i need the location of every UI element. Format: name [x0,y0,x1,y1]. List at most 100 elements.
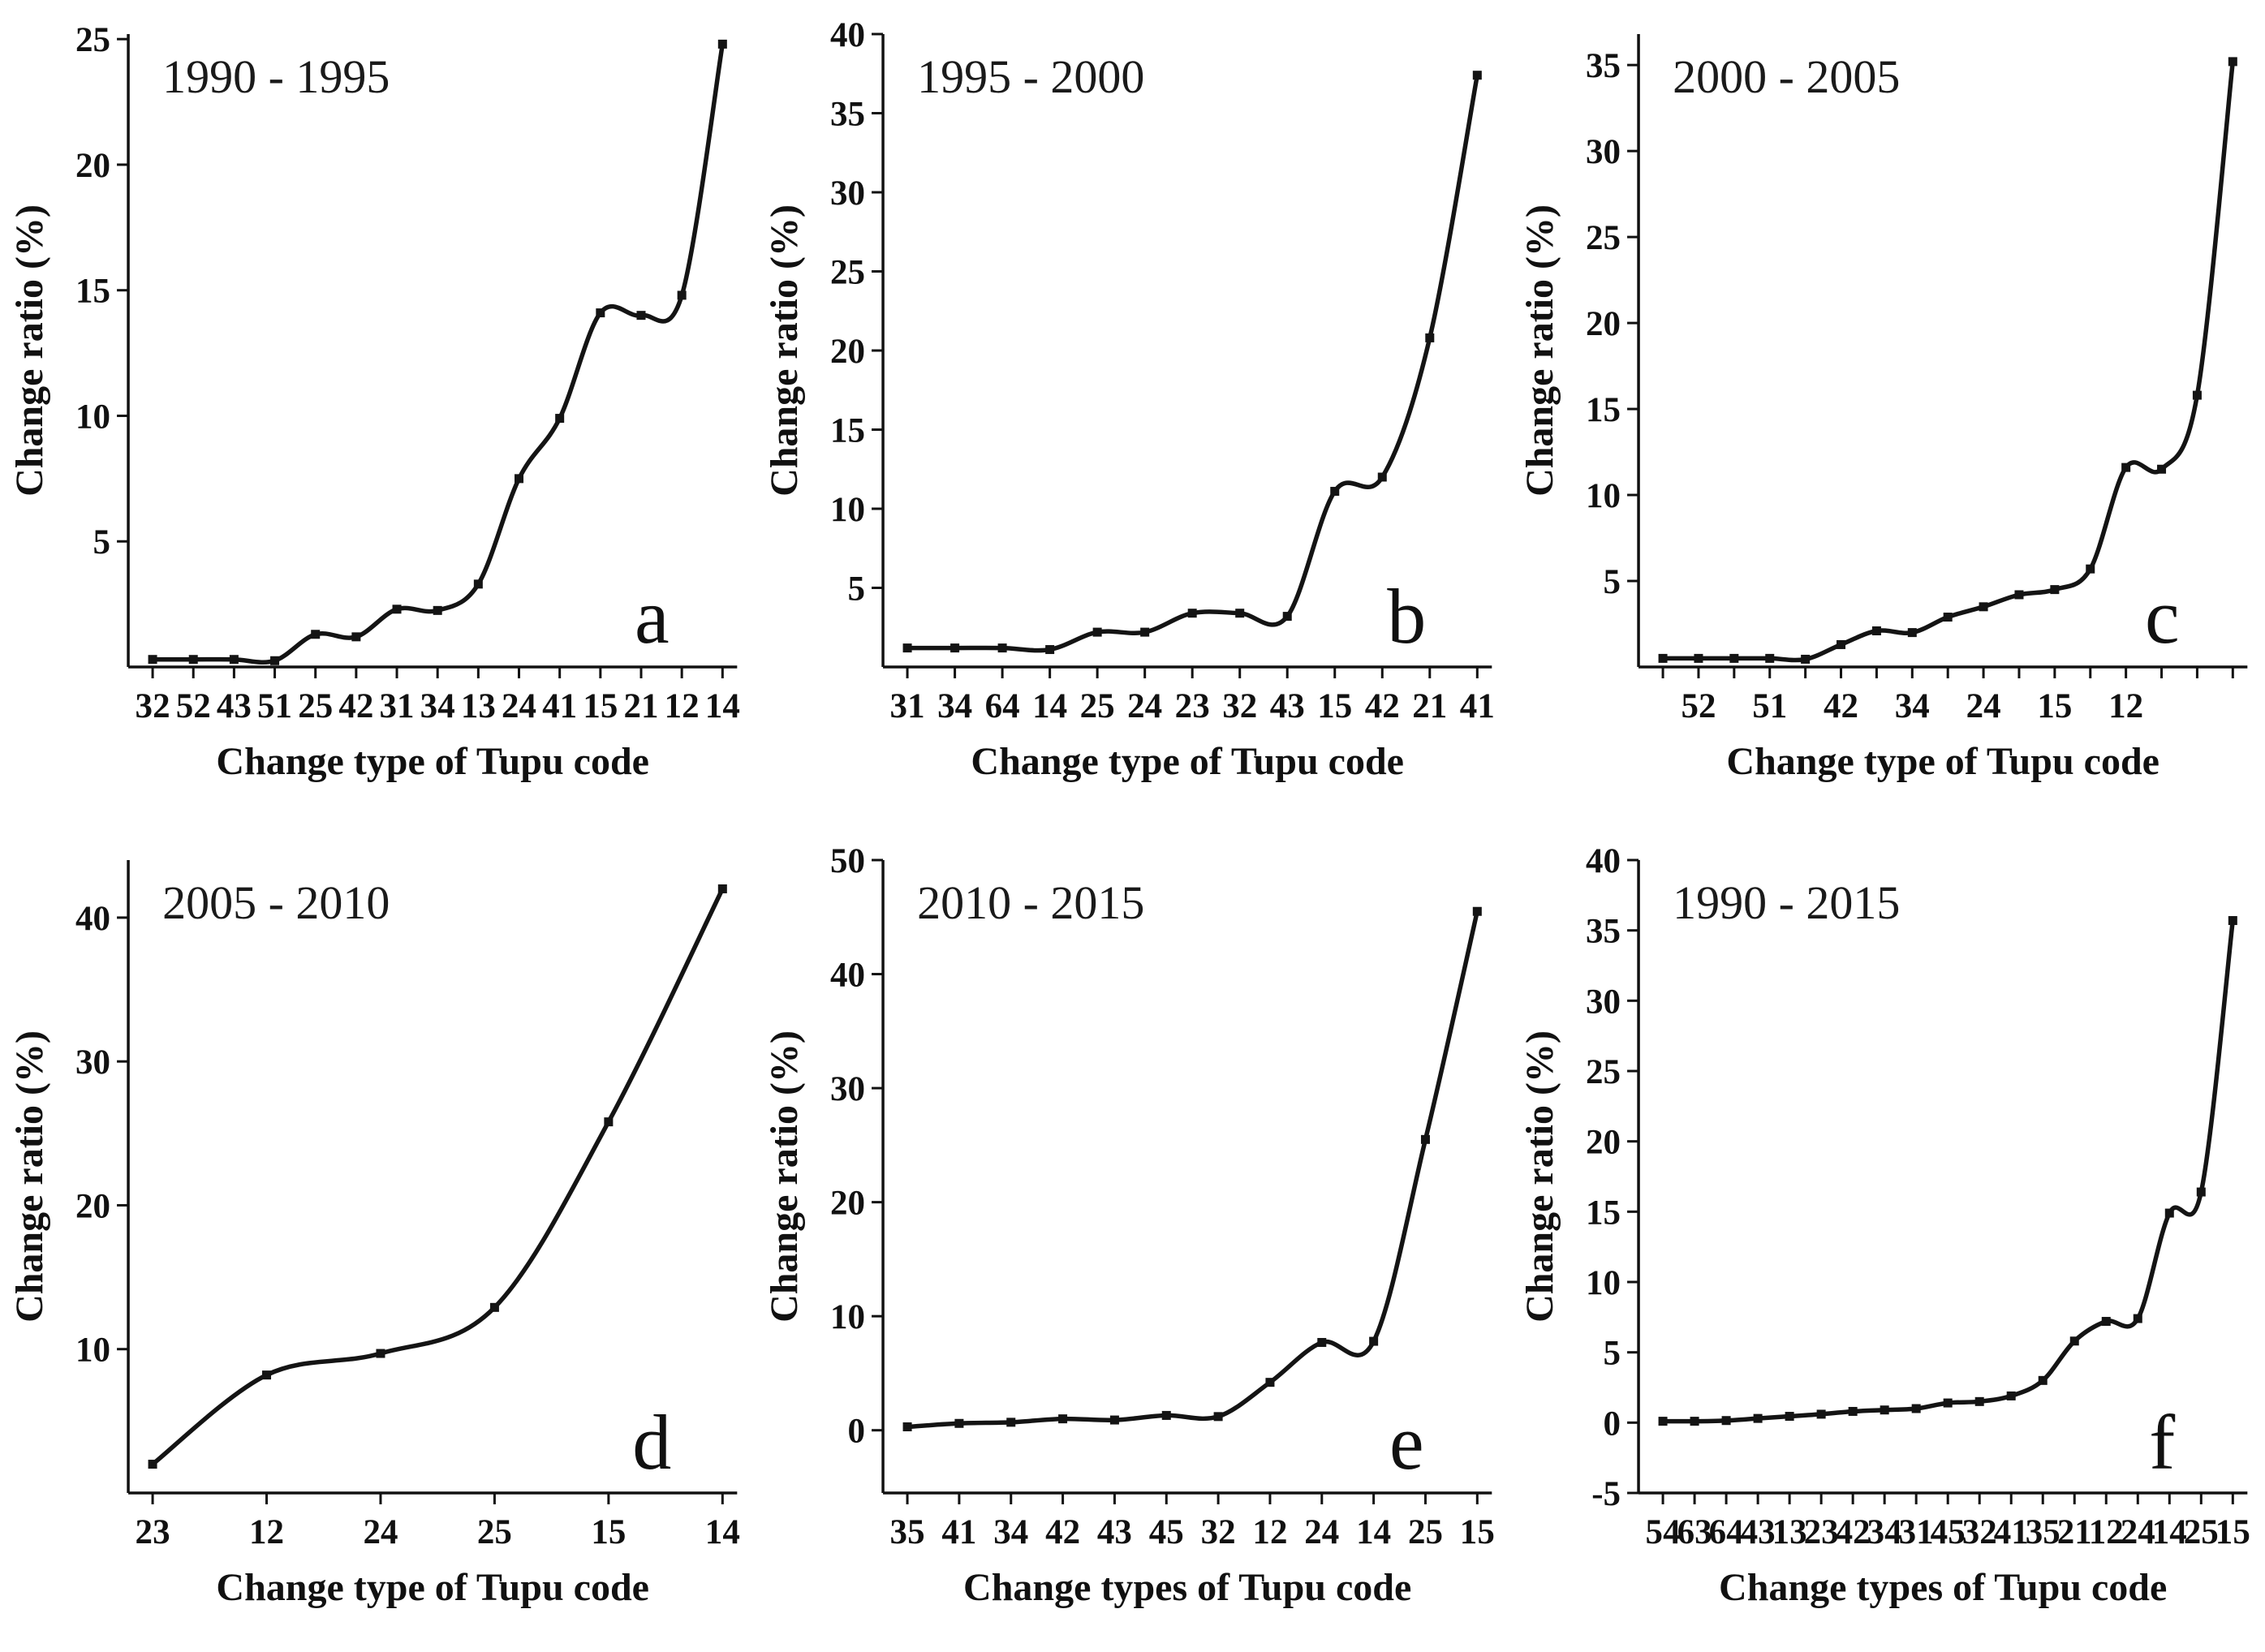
data-point-marker [351,632,361,642]
data-point-marker [376,1349,385,1358]
y-tick-label: -5 [1591,1475,1621,1513]
x-tick-label: 15 [583,687,618,725]
x-tick-label: 42 [1045,1513,1080,1551]
x-tick-label: 15 [591,1513,626,1551]
data-point-marker [954,1418,964,1428]
x-tick-label: 21 [2056,1513,2091,1551]
y-axis-label: Change ratio (%) [1518,1030,1561,1323]
x-tick-label: 12 [665,687,700,725]
y-tick-label: 30 [1586,133,1621,171]
x-tick-label: 12 [2108,687,2143,725]
x-tick-label: 52 [176,687,211,725]
data-point-marker [1785,1412,1794,1422]
data-point-marker [1058,1414,1068,1424]
x-tick-label: 41 [1993,1513,2028,1551]
data-point-marker [1188,609,1198,618]
panel-d: 10 20 30 40 23 12 24 25 15 14 2005 - 2010 d Change t… [0,826,755,1652]
x-tick-label: 21 [623,687,658,725]
x-axis-label: Change type of Tupu code [971,740,1405,783]
data-point-marker [2069,1336,2079,1346]
x-axis-label: Change types of Tupu code [963,1566,1411,1609]
x-tick-label: 23 [1175,687,1210,725]
x-axis-label: Change type of Tupu code [216,1566,649,1609]
data-curve [1660,918,2235,1424]
x-tick-label: 41 [1460,687,1495,725]
data-curve [905,72,1480,653]
data-point-marker [1330,487,1340,497]
y-axis-label: Change ratio (%) [8,1030,51,1323]
data-curve [905,909,1480,1430]
data-point-marker [1880,1405,1889,1415]
y-tick-label: 10 [830,491,865,529]
data-point-marker [489,1302,499,1312]
x-tick-label: 25 [2183,1513,2218,1551]
data-point-marker [148,655,157,665]
panel-letter: a [635,573,670,660]
x-tick-label: 24 [502,687,536,725]
data-point-marker [950,643,960,653]
data-point-marker [1848,1406,1858,1416]
x-tick-label: 54 [1645,1513,1680,1551]
y-tick-label: 40 [75,900,110,938]
y-tick-label: 25 [830,254,865,292]
data-point-marker [2228,916,2237,926]
x-tick-label: 32 [1201,1513,1236,1551]
x-tick-label: 45 [1930,1513,1965,1551]
x-tick-label: 12 [249,1513,284,1551]
x-tick-label: 31 [1898,1513,1933,1551]
y-tick-label: 25 [1586,219,1621,257]
x-tick-label: 34 [937,687,972,725]
x-tick-label: 15 [1318,687,1353,725]
data-point-marker [1816,1409,1826,1419]
y-tick-label: 20 [75,147,110,185]
y-tick-label: 30 [75,1043,110,1082]
y-tick-label: 35 [1586,913,1621,951]
x-tick-label: 14 [2151,1513,2186,1551]
x-tick-label: 43 [1097,1513,1132,1551]
x-tick-label: 15 [1460,1513,1495,1551]
data-point-marker [1911,1404,1921,1413]
data-point-marker [2228,57,2237,67]
y-axis-label: Change ratio (%) [8,204,51,497]
data-point-marker [2101,1317,2111,1327]
data-point-marker [1721,1416,1731,1426]
data-point-marker [1045,645,1055,655]
x-tick-label: 12 [1253,1513,1288,1551]
x-tick-label: 43 [1740,1513,1775,1551]
data-point-marker [2196,1187,2206,1197]
panel-letter: f [2149,1399,2175,1486]
data-point-marker [1943,613,1953,622]
panel-f-chart: -5 0 5 10 15 20 25 30 35 40 5463644313234234314532… [1518,842,2250,1609]
y-tick-label: 5 [93,523,111,561]
data-point-marker [1425,333,1435,342]
data-point-marker [1378,472,1388,482]
x-tick-label: 35 [890,1513,925,1551]
x-tick-label: 15 [2215,1513,2250,1551]
data-point-marker [1658,653,1668,663]
data-point-marker [1729,653,1739,663]
data-point-marker [1317,1337,1327,1347]
y-axis-label: Change ratio (%) [763,1030,806,1323]
data-point-marker [2156,464,2166,474]
x-tick-label: 14 [705,687,740,725]
panel-letter: c [2145,573,2180,660]
y-tick-label: 10 [75,1331,110,1370]
panel-title: 2010 - 2015 [917,876,1144,929]
x-tick-label: 25 [477,1513,512,1551]
data-point-marker [188,655,198,665]
data-point-marker [717,884,727,893]
x-tick-label: 43 [1270,687,1305,725]
data-point-marker [636,311,646,321]
y-axis-label: Change ratio (%) [1518,204,1561,497]
x-axis-label: Change type of Tupu code [1726,740,2160,783]
x-tick-label: 14 [705,1513,740,1551]
data-point-marker [1369,1336,1379,1346]
data-point-marker [604,1117,614,1127]
x-tick-label: 31 [380,687,415,725]
x-tick-label: 31 [890,687,925,725]
x-tick-label: 41 [542,687,577,725]
y-tick-label: 40 [1586,842,1621,880]
x-tick-label: 32 [1223,687,1258,725]
data-point-marker [1265,1378,1275,1387]
panel-letter: b [1388,573,1427,660]
